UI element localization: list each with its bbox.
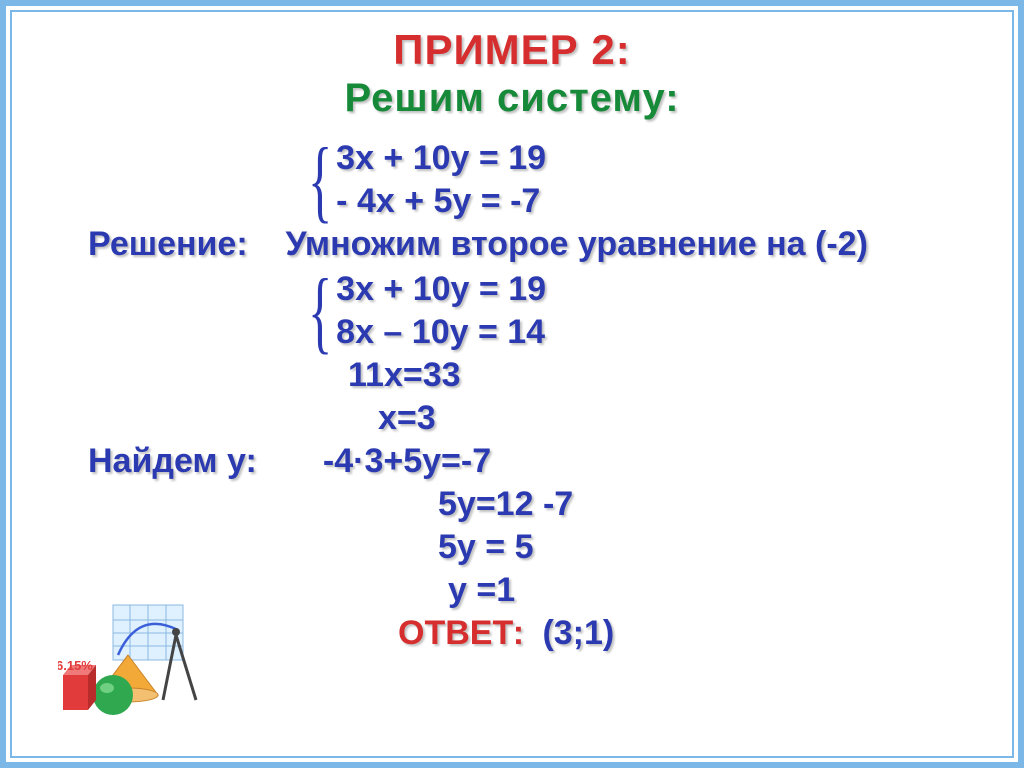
brace-icon: {	[308, 148, 332, 212]
step-x: х=3	[18, 399, 1006, 438]
system1-eq1: 3х + 10у = 19	[336, 139, 546, 178]
answer-label: ОТВЕТ:	[398, 614, 524, 652]
find-y-line: Найдем у: -4·3+5у=-7	[18, 442, 1006, 481]
system2-eq1: 3х + 10у = 19	[336, 270, 546, 309]
answer-value: (3;1)	[542, 614, 614, 652]
power-label: 7	[148, 600, 160, 605]
solution-label: Решение:	[88, 225, 248, 263]
percent-label: 6.15%	[58, 658, 93, 673]
step-sum: 11х=33	[18, 356, 1006, 395]
step-y2: 5у = 5	[18, 528, 1006, 567]
page-title: ПРИМЕР 2:	[18, 26, 1006, 74]
solution-hint: Умножим второе уравнение на (-2)	[285, 225, 867, 263]
slide-content: ПРИМЕР 2: Решим систему: { 3х + 10у = 19…	[18, 18, 1006, 750]
system2-eq2: 8х – 10у = 14	[336, 313, 546, 352]
page-subtitle: Решим систему:	[18, 76, 1006, 121]
solution-line: Решение: Умножим второе уравнение на (-2…	[18, 225, 1006, 264]
system-2: { 3х + 10у = 19 8х – 10у = 14	[18, 270, 1006, 352]
system1-eq2: - 4х + 5у = -7	[336, 182, 546, 221]
step-y1: 5у=12 -7	[18, 485, 1006, 524]
math-clipart-icon: 7 2 6.15%	[58, 600, 208, 720]
find-y-label: Найдем у:	[88, 442, 257, 480]
system-1: { 3х + 10у = 19 - 4х + 5у = -7	[18, 139, 1006, 221]
brace-icon: {	[308, 279, 332, 343]
slide-frame: ПРИМЕР 2: Решим систему: { 3х + 10у = 19…	[0, 0, 1024, 768]
find-y-eq: -4·3+5у=-7	[323, 442, 491, 480]
